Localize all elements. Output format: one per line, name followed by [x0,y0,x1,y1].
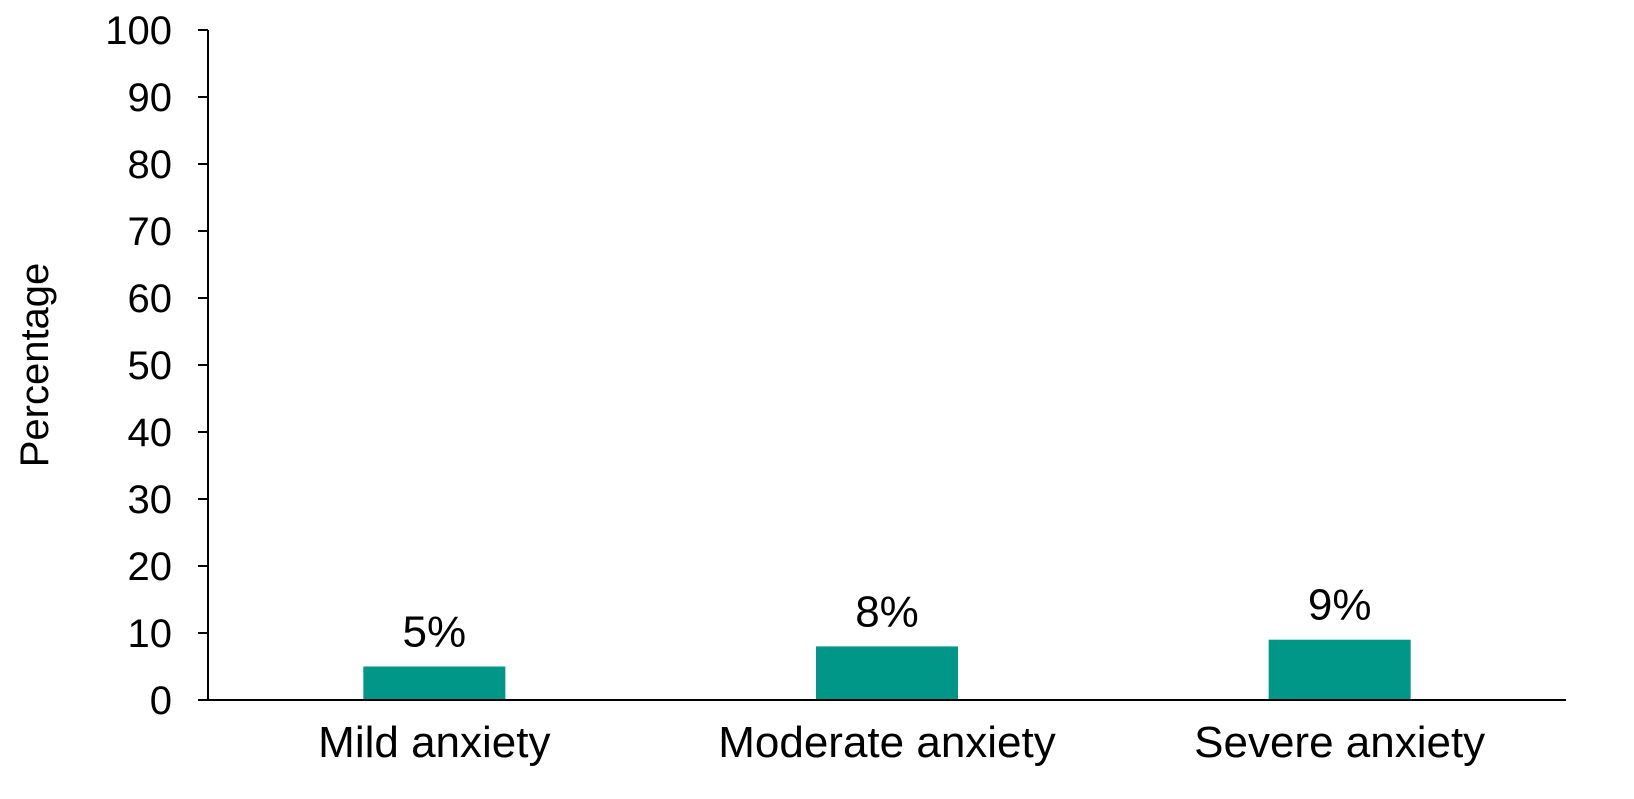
bar-value-label: 5% [403,608,467,657]
y-axis-title: Percentage [13,263,57,468]
y-tick-label: 60 [128,277,173,321]
x-category-label: Moderate anxiety [718,718,1056,767]
y-tick-label: 20 [128,545,173,589]
bar [1268,639,1411,700]
bars [363,639,1411,700]
y-tick-label: 40 [128,411,173,455]
y-axis-ticks: 0 10 20 30 40 50 60 70 80 90 100 [105,9,208,723]
y-tick-label: 90 [128,76,173,120]
y-tick-label: 30 [128,478,173,522]
bar-value-label: 9% [1308,581,1372,630]
y-tick-label: 0 [150,679,172,723]
bar-value-label: 8% [855,587,919,636]
y-tick-label: 100 [105,9,172,53]
y-tick-label: 70 [128,210,173,254]
data-labels: 5% 8% 9% [403,581,1372,657]
bar [363,666,506,700]
y-tick-label: 10 [128,612,173,656]
x-category-label: Mild anxiety [318,718,550,767]
y-tick-label: 50 [128,344,173,388]
x-category-label: Severe anxiety [1194,718,1485,767]
x-axis-category-labels: Mild anxiety Moderate anxiety Severe anxie… [318,718,1485,767]
bar [816,646,958,700]
y-tick-label: 80 [128,143,173,187]
